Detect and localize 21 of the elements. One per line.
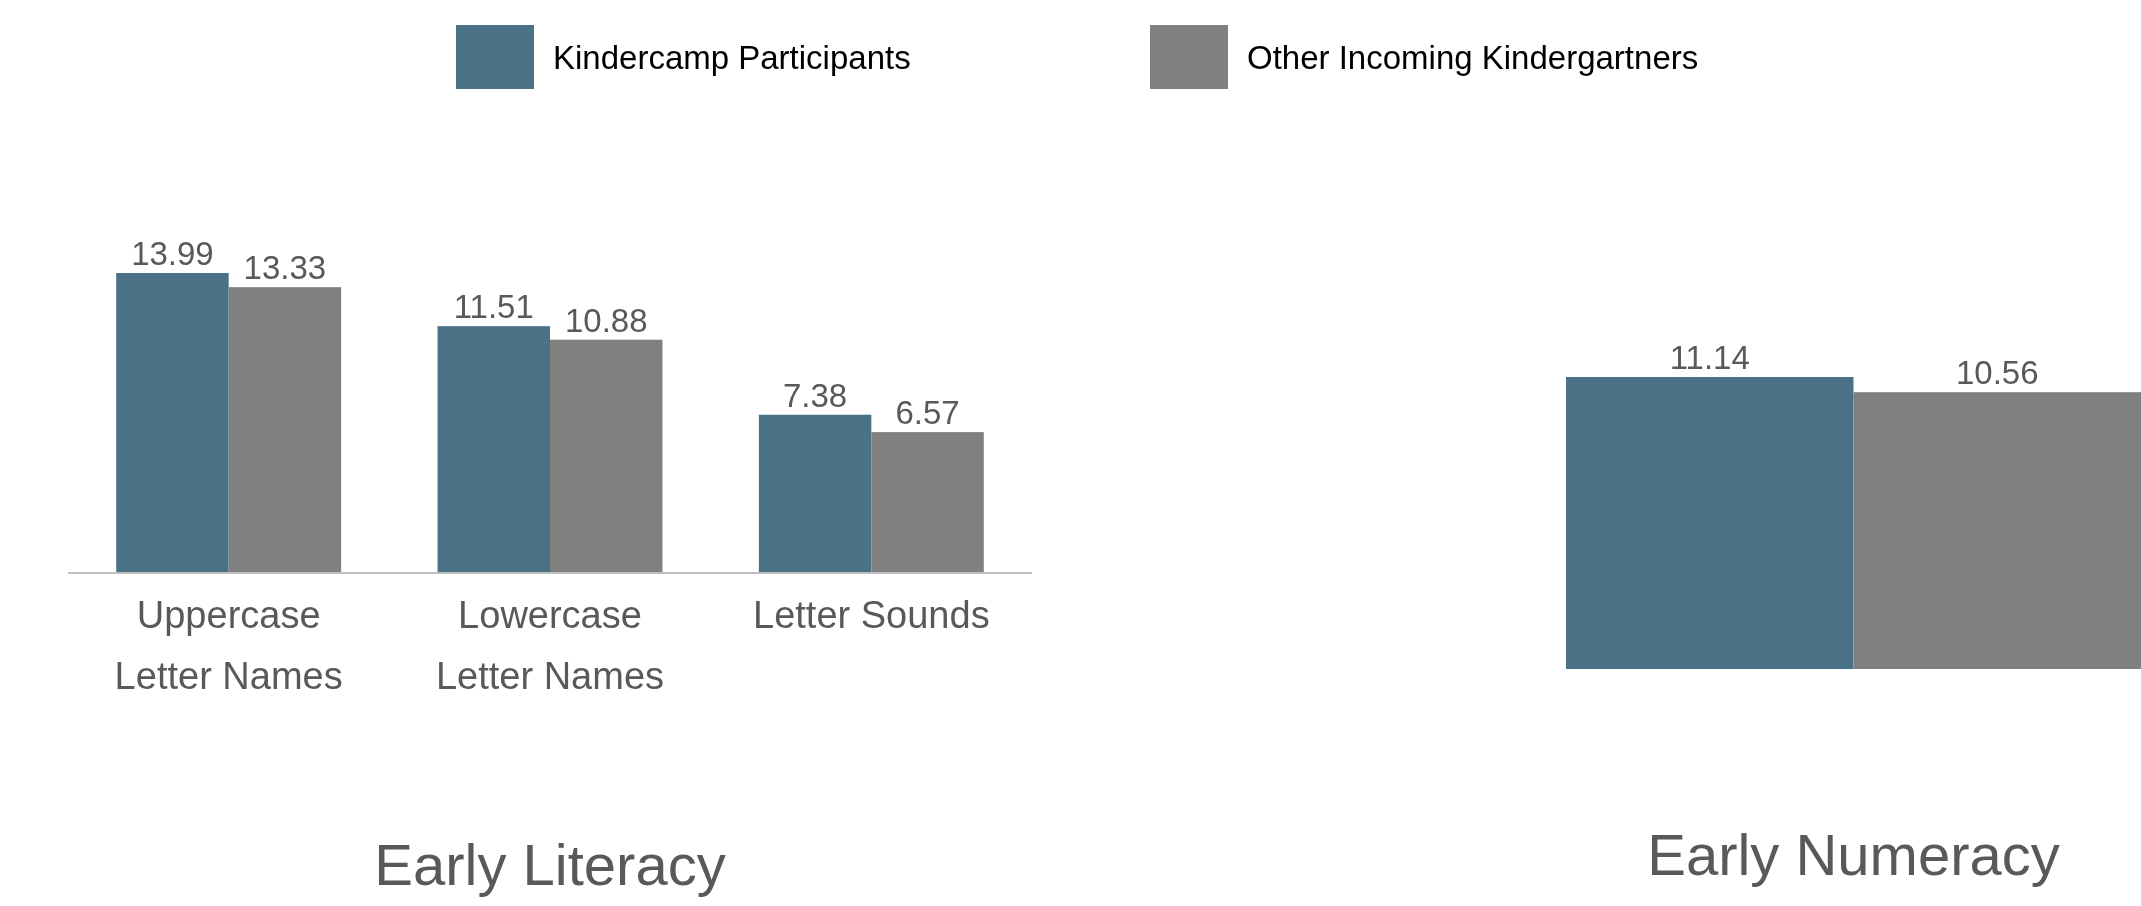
bar [871, 432, 984, 573]
x-tick-label: Letter Sounds [753, 594, 990, 636]
bar [228, 287, 342, 573]
bar [437, 326, 550, 573]
text: Early Numeracy [1647, 822, 2060, 887]
x-tick-label: Lowercase Letter Names [435, 594, 665, 697]
data-label: 6.57 [895, 394, 960, 432]
text: Early Literacy [374, 832, 726, 897]
bar [116, 273, 229, 573]
legend-label: Other Incoming Kindergartners [1247, 39, 1699, 76]
bar [758, 414, 872, 573]
data-label: 13.33 [243, 249, 327, 287]
bar [550, 339, 663, 573]
data-label: 10.56 [1955, 354, 2039, 392]
data-label: 11.14 [1669, 339, 1750, 376]
data-label: 13.99 [131, 235, 214, 272]
data-label: 10.88 [564, 301, 648, 339]
legend-label: Kindercamp Participants [553, 39, 911, 76]
data-label: 11.51 [453, 288, 534, 326]
x-tick-label: Uppercase Letter Names [114, 594, 343, 697]
data-label: 7.38 [782, 376, 848, 414]
